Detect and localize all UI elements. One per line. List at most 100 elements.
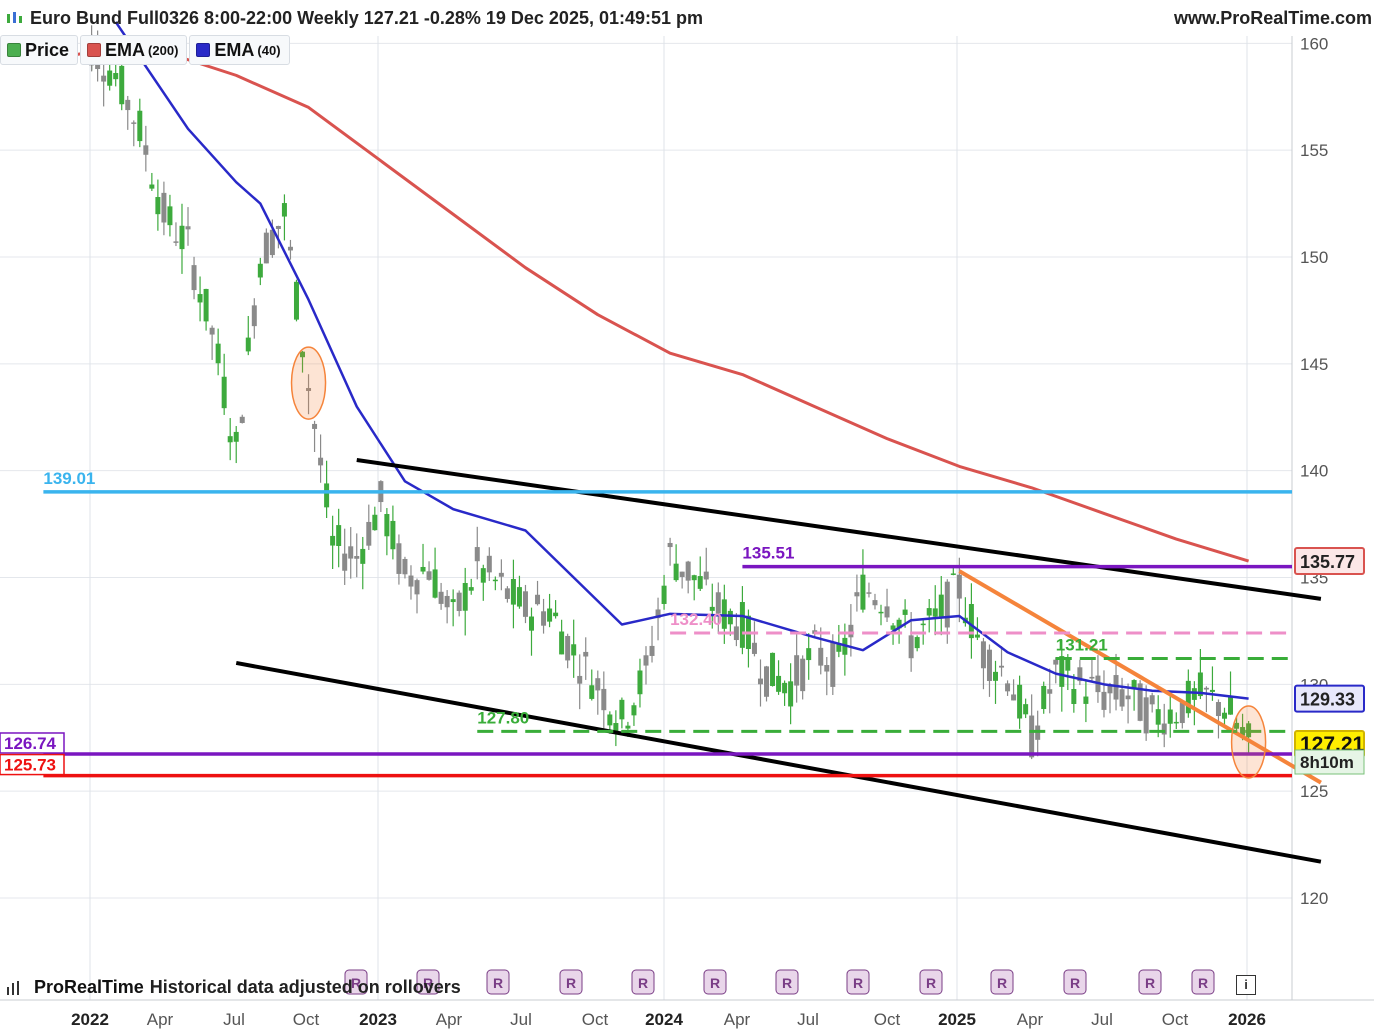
rollover-marker-label: R — [1070, 975, 1080, 991]
candle-body — [1161, 723, 1167, 735]
x-tick-label: Oct — [293, 1010, 320, 1029]
level-badge — [0, 753, 65, 776]
rollover-marker-label: R — [1145, 975, 1155, 991]
legend-ema200[interactable]: EMA (200) — [80, 35, 188, 65]
candle-body — [920, 623, 926, 626]
legend-ema200-period: (200) — [148, 42, 179, 58]
x-tick-label: Jul — [223, 1010, 245, 1029]
chart-footer: ProRealTime Historical data adjusted on … — [7, 977, 461, 998]
y-tick-label: 140 — [1300, 462, 1328, 481]
candle-body — [649, 645, 655, 656]
legend-price[interactable]: Price — [0, 35, 79, 65]
candle-body — [944, 581, 950, 628]
candle-body — [474, 547, 480, 562]
candle-body — [336, 525, 342, 547]
x-tick-label: Apr — [147, 1010, 174, 1029]
candle-body — [1041, 685, 1047, 710]
candle-body — [149, 184, 155, 189]
candle-body — [480, 568, 486, 583]
candle-body — [426, 571, 432, 580]
candle-body — [782, 682, 788, 694]
candle-body — [1179, 700, 1185, 724]
candle-body — [709, 606, 715, 611]
candle-body — [938, 594, 944, 618]
x-tick-label: 2025 — [938, 1010, 976, 1029]
candle-body — [697, 576, 703, 589]
candle-body — [420, 566, 426, 572]
candle-body — [794, 655, 800, 686]
legend-price-label: Price — [25, 39, 70, 60]
candle-body — [866, 592, 872, 594]
candle-body — [504, 588, 510, 599]
y-tick-label: 150 — [1300, 248, 1328, 267]
ema40-axis-badge-box — [1294, 684, 1365, 713]
candle-body — [468, 587, 474, 591]
candle-body — [733, 626, 739, 641]
rollover-marker — [1063, 969, 1087, 995]
site-url[interactable]: www.ProRealTime.com — [1173, 8, 1372, 28]
candle-body — [155, 197, 161, 215]
candle-body — [1017, 684, 1023, 719]
channel-lower-line — [235, 660, 1322, 864]
candle-body — [673, 563, 679, 581]
candle-body — [245, 337, 251, 352]
candle-body — [1155, 709, 1161, 725]
rollover-marker — [703, 969, 727, 995]
candle-body — [583, 651, 589, 657]
candle-body — [571, 644, 577, 656]
rollover-marker-label: R — [423, 975, 433, 991]
candle-body — [402, 558, 408, 575]
candle-body — [185, 226, 191, 230]
candle-body — [1185, 680, 1191, 714]
candle-body — [107, 70, 113, 86]
candle-body — [872, 600, 878, 606]
ema200-axis-badge-label: 135.77 — [1300, 552, 1355, 572]
candle-body — [751, 642, 757, 654]
info-icon[interactable]: i — [1236, 975, 1256, 995]
x-tick-label: Jul — [510, 1010, 532, 1029]
candle-body — [1053, 659, 1059, 665]
level-label: 135.51 — [742, 544, 794, 563]
candle-body — [547, 608, 553, 622]
plot-area — [0, 36, 1292, 1000]
candle-body — [354, 556, 360, 559]
x-tick-label: Apr — [1017, 1010, 1044, 1029]
candle-body — [330, 535, 336, 546]
candle-body — [541, 611, 547, 626]
rollover-marker-label: R — [1198, 975, 1208, 991]
rollover-marker-label: R — [997, 975, 1007, 991]
countdown-label: 8h10m — [1300, 753, 1354, 772]
candle-body — [950, 573, 956, 575]
candle-body — [1077, 667, 1083, 682]
legend-ema40[interactable]: EMA (40) — [189, 35, 290, 65]
candle-body — [318, 457, 324, 466]
rollover-marker — [631, 969, 655, 995]
candle-body — [1215, 702, 1221, 717]
candle-body — [227, 436, 233, 443]
x-tick-label: Oct — [874, 1010, 901, 1029]
candle-body — [510, 579, 516, 605]
candle-body — [595, 678, 601, 691]
rollover-marker — [846, 969, 870, 995]
candle-body — [860, 574, 866, 610]
candle-body — [1137, 683, 1143, 721]
candle-body — [498, 572, 504, 577]
candle-body — [450, 599, 456, 603]
candle-body — [577, 675, 583, 684]
ema200-swatch — [87, 43, 102, 57]
candle-body — [830, 642, 836, 687]
candle-body — [980, 641, 986, 669]
candle-body — [101, 75, 107, 82]
x-tick-label: Jul — [797, 1010, 819, 1029]
candle-body — [438, 591, 444, 604]
candle-body — [384, 514, 390, 537]
candle-body — [1149, 695, 1155, 705]
rollover-marker — [416, 969, 440, 995]
x-tick-label: 2023 — [359, 1010, 397, 1029]
candle-body — [1005, 683, 1011, 692]
candle-body — [559, 631, 565, 655]
candle-body — [1228, 696, 1234, 715]
candle-body — [553, 612, 559, 617]
candle-body — [631, 705, 637, 716]
